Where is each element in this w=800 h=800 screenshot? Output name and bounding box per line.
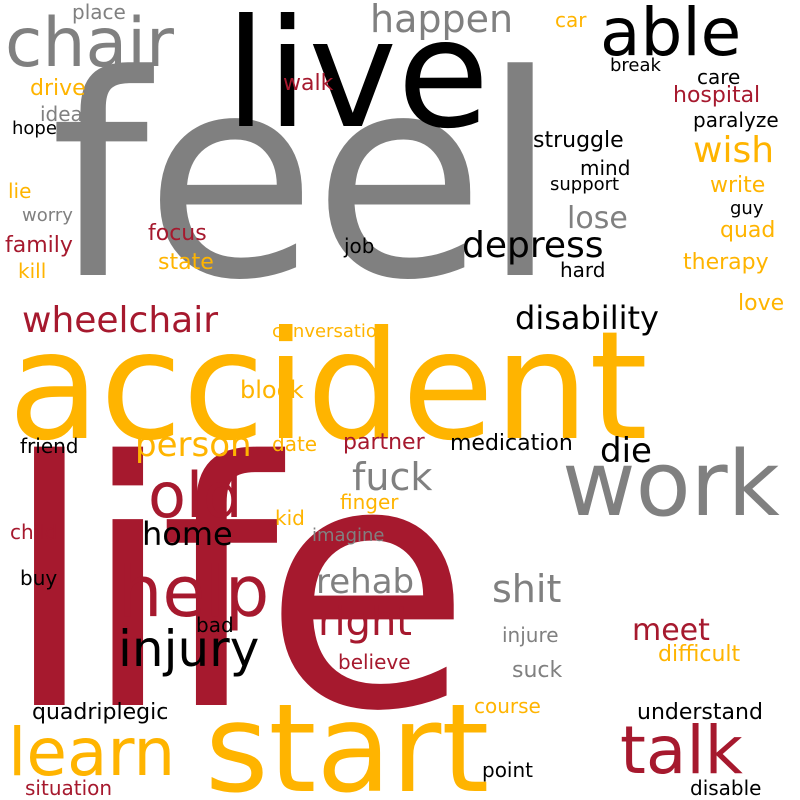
word-job: job	[344, 234, 375, 258]
word-feel: feel	[50, 16, 559, 342]
word-fuck: fuck	[352, 455, 433, 499]
word-paralyze: paralyze	[693, 108, 779, 132]
word-medication: medication	[450, 431, 573, 456]
word-worry: worry	[22, 205, 73, 226]
word-family: family	[5, 233, 73, 258]
word-person: person	[135, 425, 252, 465]
word-support: support	[550, 174, 620, 195]
word-kid: kid	[275, 506, 305, 530]
word-injury: injury	[118, 620, 260, 678]
word-shit: shit	[492, 567, 562, 611]
word-mind: mind	[580, 156, 631, 180]
word-block: block	[240, 376, 304, 404]
word-friend: friend	[20, 434, 79, 458]
word-right: right	[318, 599, 412, 645]
word-drive: drive	[30, 76, 86, 101]
word-guy: guy	[730, 198, 764, 219]
word-accident: accident	[8, 300, 648, 474]
word-conversation: conversation	[272, 321, 389, 342]
word-finger: finger	[340, 490, 399, 514]
word-meet: meet	[632, 613, 710, 648]
word-start: start	[205, 678, 490, 800]
word-write: write	[710, 173, 766, 198]
word-help: help	[118, 551, 270, 633]
word-suck: suck	[512, 658, 563, 683]
word-life: life	[2, 390, 472, 786]
word-die: die	[600, 431, 652, 471]
word-place: place	[72, 0, 126, 24]
word-disability: disability	[515, 299, 659, 337]
word-chair: chair	[5, 4, 175, 83]
word-lose: lose	[567, 201, 628, 236]
word-care: care	[697, 65, 741, 89]
word-disable: disable	[690, 776, 762, 800]
word-love: love	[738, 291, 785, 316]
word-car: car	[555, 8, 587, 32]
word-rehab: rehab	[316, 562, 415, 602]
word-child: child	[10, 520, 58, 544]
word-idea: idea	[40, 102, 83, 126]
word-learn: learn	[8, 714, 176, 791]
word-point: point	[482, 758, 534, 782]
word-struggle: struggle	[533, 128, 624, 153]
word-break: break	[610, 55, 661, 76]
word-quadriplegic: quadriplegic	[32, 700, 169, 725]
word-believe: believe	[338, 650, 411, 674]
word-work: work	[562, 432, 780, 537]
word-situation: situation	[25, 776, 113, 800]
word-understand: understand	[637, 700, 763, 725]
word-wish: wish	[693, 130, 775, 171]
word-focus: focus	[148, 221, 207, 246]
word-talk: talk	[620, 712, 743, 789]
word-hospital: hospital	[673, 83, 761, 108]
word-partner: partner	[343, 430, 425, 455]
word-quad: quad	[720, 218, 776, 243]
word-home: home	[142, 515, 233, 553]
word-kill: kill	[18, 259, 47, 283]
word-date: date	[272, 432, 318, 456]
word-old: old	[148, 459, 243, 532]
word-course: course	[474, 694, 541, 718]
word-bad: bad	[196, 613, 234, 637]
word-lie: lie	[8, 179, 32, 203]
word-hard: hard	[560, 258, 606, 282]
word-live: live	[225, 0, 490, 162]
word-happen: happen	[370, 0, 514, 41]
word-buy: buy	[20, 566, 58, 590]
word-difficult: difficult	[658, 642, 741, 667]
word-therapy: therapy	[683, 250, 769, 275]
word-depress: depress	[462, 225, 604, 266]
word-wheelchair: wheelchair	[22, 300, 219, 341]
word-state: state	[158, 250, 214, 275]
word-injure: injure	[502, 623, 559, 647]
word-hope: hope	[12, 118, 57, 139]
word-imagine: imagine	[312, 525, 385, 546]
word-walk: walk	[283, 71, 334, 96]
word-able: able	[600, 0, 742, 71]
